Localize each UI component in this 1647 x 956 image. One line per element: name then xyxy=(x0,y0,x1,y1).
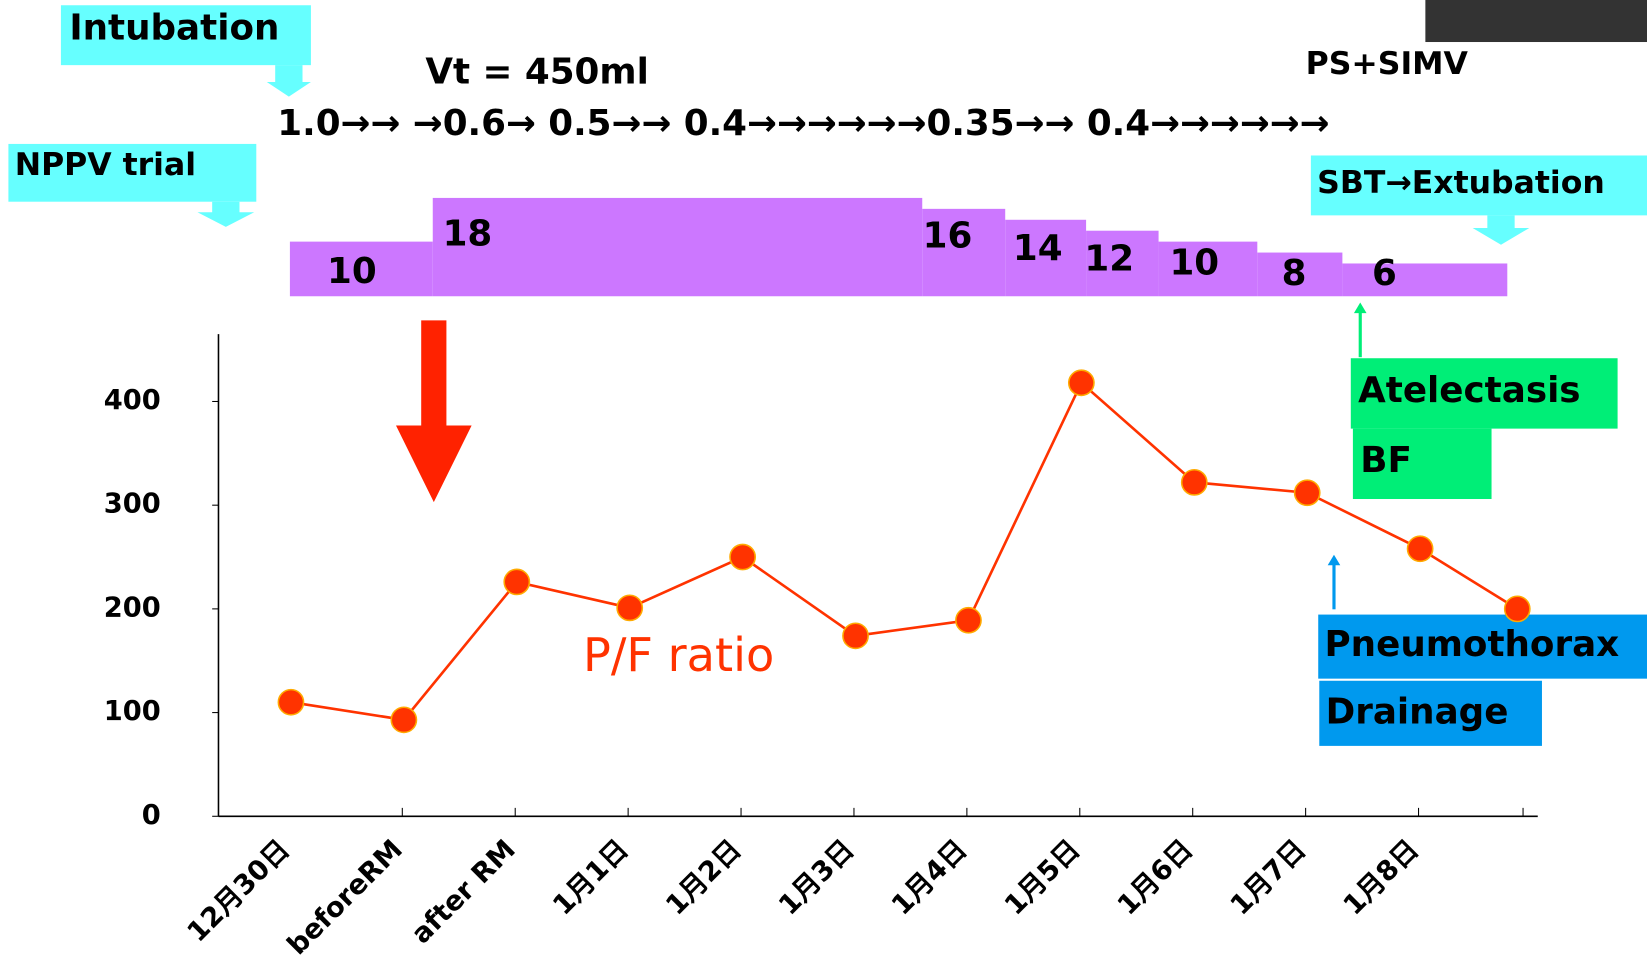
fio2-label: 1.0→→ →0.6→ 0.5→→ 0.4→→→→→→0.35→→ 0.4→→→… xyxy=(277,103,1329,144)
y-tick-label: 300 xyxy=(104,489,161,520)
y-tick-label: 0 xyxy=(142,800,161,831)
marker xyxy=(617,595,642,620)
peep-label: 10 xyxy=(327,251,377,292)
x-tick-label: 1月2日 xyxy=(660,834,747,921)
peep-label: 10 xyxy=(1169,243,1219,284)
x-tick-label: 1月1日 xyxy=(547,834,634,921)
arrow xyxy=(1354,303,1367,314)
arrow xyxy=(1328,555,1341,566)
x-tick-label: after RM xyxy=(406,834,522,950)
x-tick-label: 1月6日 xyxy=(1112,834,1199,921)
y-tick-label: 200 xyxy=(104,592,161,623)
x-tick-label: 1月7日 xyxy=(1225,834,1312,921)
pneumothorax-label: Pneumothorax xyxy=(1325,624,1620,665)
peep-label: 16 xyxy=(923,215,973,256)
x-tick-label: 1月8日 xyxy=(1338,834,1425,921)
corner-image xyxy=(1425,0,1647,42)
marker xyxy=(504,569,529,594)
arrow xyxy=(1473,215,1530,244)
peep-label: 6 xyxy=(1372,253,1397,294)
peep-label: 8 xyxy=(1282,253,1307,294)
x-tick-label: 1月5日 xyxy=(999,834,1086,921)
slide: Intubation NPPV trial SBT→Extubation Vt … xyxy=(0,0,1647,956)
mode-label: PS+SIMV xyxy=(1306,46,1469,82)
y-tick-label: 400 xyxy=(104,385,161,416)
nppv-label: NPPV trial xyxy=(15,147,196,183)
marker xyxy=(956,608,981,633)
arrow xyxy=(197,202,254,227)
sbt-label: SBT→Extubation xyxy=(1317,165,1605,201)
y-tick-label: 100 xyxy=(104,696,161,727)
peep-label: 18 xyxy=(443,213,493,254)
marker xyxy=(730,544,755,569)
marker xyxy=(843,623,868,648)
series-label: P/F ratio xyxy=(583,628,774,682)
intubation-label: Intubation xyxy=(69,7,279,48)
atelectasis-label: Atelectasis xyxy=(1358,370,1580,411)
marker xyxy=(1069,370,1094,395)
marker xyxy=(278,690,303,715)
drainage-label: Drainage xyxy=(1326,691,1509,732)
vt-label: Vt = 450ml xyxy=(425,52,648,93)
x-tick-label: 1月4日 xyxy=(886,834,973,921)
arrow xyxy=(267,65,311,97)
x-tick-label: 1月3日 xyxy=(773,834,860,921)
marker xyxy=(1295,480,1320,505)
red-arrow xyxy=(396,320,472,502)
page: Intubation NPPV trial SBT→Extubation Vt … xyxy=(0,0,1647,956)
peep-label: 14 xyxy=(1013,228,1063,269)
peep-step xyxy=(1342,263,1507,296)
marker xyxy=(391,707,416,732)
x-tick-label: 12月30日 xyxy=(182,834,296,948)
x-tick-label: beforeRM xyxy=(282,834,409,956)
bf-label: BF xyxy=(1360,440,1412,481)
marker xyxy=(1505,596,1530,621)
marker xyxy=(1408,536,1433,561)
peep-step xyxy=(433,198,922,296)
peep-label: 12 xyxy=(1084,239,1134,280)
marker xyxy=(1182,470,1207,495)
